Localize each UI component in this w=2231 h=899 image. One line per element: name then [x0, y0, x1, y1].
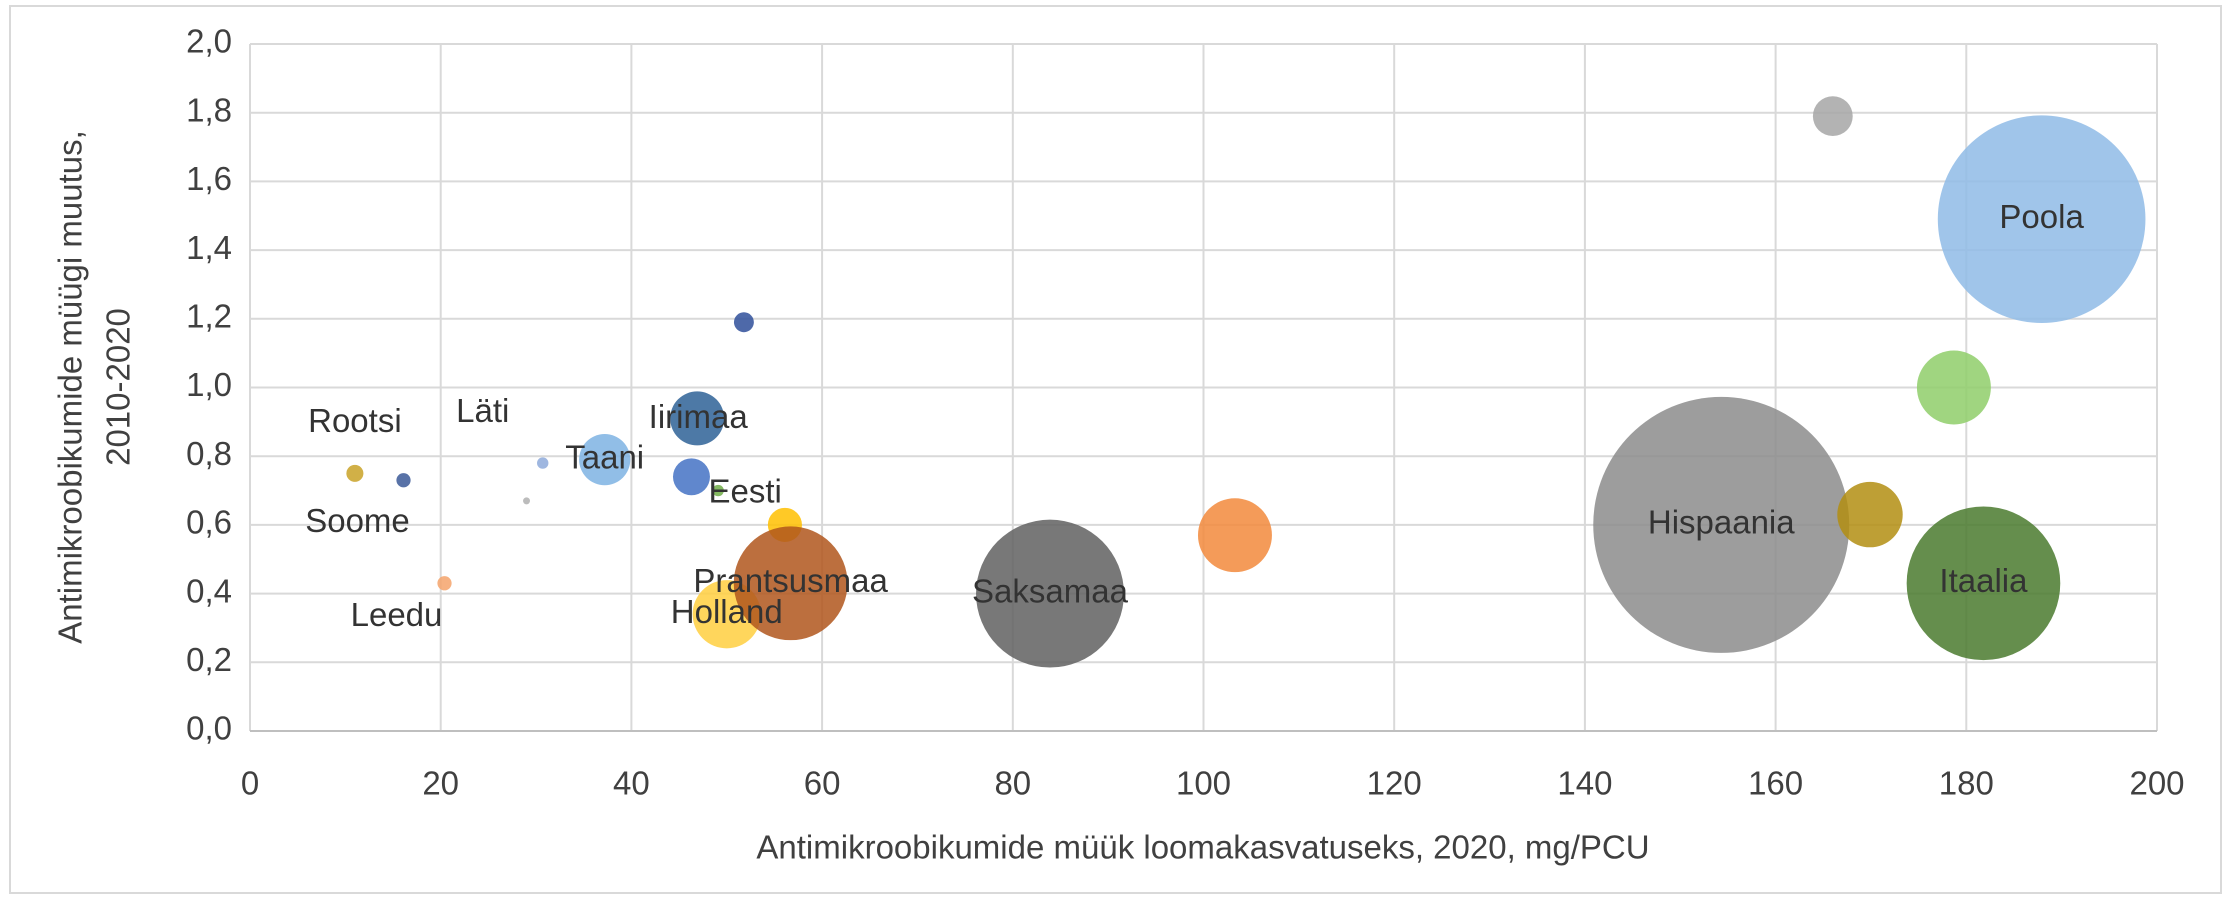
bubble — [523, 497, 530, 505]
x-tick-label: 180 — [1939, 765, 1994, 802]
data-label: Läti — [456, 392, 509, 429]
x-tick-label: 120 — [1367, 765, 1422, 802]
bubble — [1197, 498, 1272, 573]
y-tick-label: 0,6 — [186, 504, 232, 541]
x-tick-label: 100 — [1176, 765, 1231, 802]
data-label: Taani — [565, 438, 644, 475]
y-tick-label: 1,6 — [186, 160, 232, 197]
y-tick-label: 0,8 — [186, 435, 232, 472]
data-label: Saksamaa — [972, 572, 1129, 609]
x-tick-label: 40 — [613, 765, 650, 802]
x-tick-label: 20 — [422, 765, 459, 802]
y-tick-label: 1,4 — [186, 229, 232, 266]
bubble — [712, 484, 724, 497]
data-label: Itaalia — [1939, 562, 2028, 599]
bubble — [733, 526, 848, 641]
x-tick-label: 160 — [1748, 765, 1803, 802]
bubble — [976, 519, 1124, 668]
x-tick-label: 200 — [2129, 765, 2184, 802]
data-label: Eesti — [708, 472, 781, 509]
y-tick-label: 1,8 — [186, 91, 232, 128]
y-tick-label: 0,2 — [186, 641, 232, 678]
bubble — [1906, 506, 2061, 661]
bubble — [1593, 396, 1850, 653]
bubble — [537, 457, 549, 469]
bubble — [1916, 350, 1991, 425]
bubble — [437, 576, 452, 591]
bubble — [396, 473, 411, 488]
x-tick-label: 80 — [994, 765, 1031, 802]
bubble — [670, 391, 725, 446]
data-label: Soome — [305, 502, 410, 539]
bubble — [733, 312, 754, 333]
data-label: Leedu — [351, 596, 443, 633]
y-axis-title: 2010-2020 — [100, 308, 137, 466]
x-tick-label: 60 — [804, 765, 841, 802]
data-label: Hispaania — [1648, 504, 1795, 541]
y-tick-label: 0,4 — [186, 572, 232, 609]
x-tick-label: 140 — [1557, 765, 1612, 802]
y-tick-label: 1,2 — [186, 298, 232, 335]
y-tick-label: 1,0 — [186, 366, 232, 403]
data-label: Poola — [1999, 198, 2084, 235]
bubble — [672, 458, 710, 496]
chart-frame — [9, 5, 2222, 894]
y-tick-label: 2,0 — [186, 23, 232, 60]
bubble — [346, 464, 364, 482]
x-axis-title: Antimikroobikumide müük loomakasvatuseks… — [756, 829, 1649, 866]
x-tick-label: 0 — [241, 765, 259, 802]
data-label: Prantsusmaa — [693, 562, 888, 599]
data-label: Iirimaa — [649, 398, 749, 435]
y-axis-title: Antimikroobikumide müügi muutus, — [52, 130, 89, 644]
bubble — [579, 434, 631, 486]
data-label: Holland — [671, 593, 783, 630]
bubble — [1837, 481, 1903, 548]
bubble — [1937, 115, 2146, 324]
data-label: Rootsi — [308, 402, 402, 439]
y-tick-label: 0,0 — [186, 710, 232, 747]
bubble — [1812, 96, 1853, 137]
